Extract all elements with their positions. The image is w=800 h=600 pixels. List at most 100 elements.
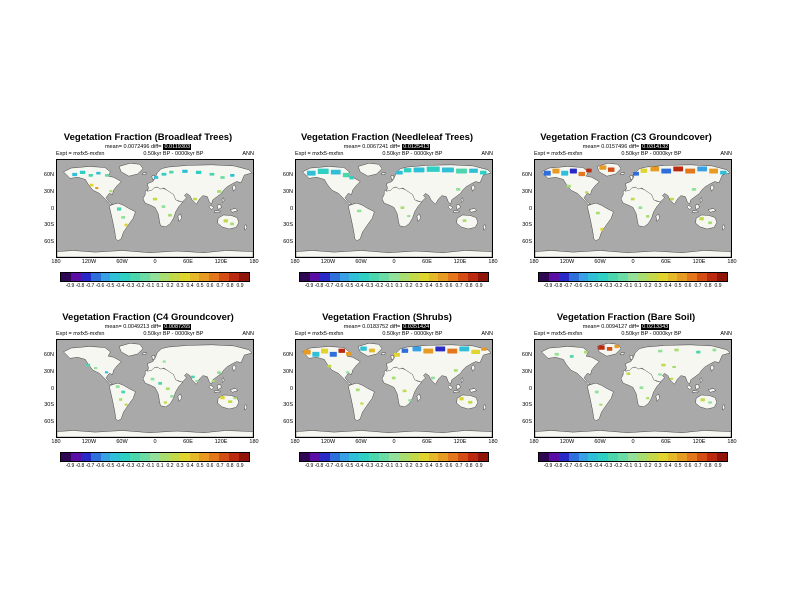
lon-tick-label: 0 xyxy=(631,439,635,445)
anomaly-patch xyxy=(317,168,329,175)
lat-tick-label: 60N xyxy=(282,352,293,359)
anomaly-patch xyxy=(672,365,677,369)
colorbar-tick-label: 0.4 xyxy=(186,463,194,469)
lon-tick-label: 120W xyxy=(81,259,97,265)
lon-tick-label: 180 xyxy=(290,259,300,265)
anomaly-patch xyxy=(630,197,635,201)
anomaly-patch xyxy=(104,371,109,374)
colorbar-segment xyxy=(568,273,579,281)
anomaly-patch xyxy=(712,348,717,352)
colorbar-segment xyxy=(408,273,419,281)
colorbar-tick-label: 0.5 xyxy=(674,283,682,289)
colorbar-segment xyxy=(359,273,370,281)
anomaly-patch xyxy=(599,165,607,170)
colorbar-segment xyxy=(618,453,629,461)
lon-tick-label: 120E xyxy=(214,439,228,445)
colorbar-tick-label: 0.3 xyxy=(654,463,662,469)
colorbar xyxy=(538,272,728,282)
colorbar-segment xyxy=(300,273,310,281)
colorbar-tick-label: 0.1 xyxy=(395,283,403,289)
anomaly-patch xyxy=(368,348,375,353)
anomaly-patch-layer xyxy=(554,344,717,406)
anomaly-patch xyxy=(586,168,592,173)
stats-text: mean= 0.0072496 diff= xyxy=(104,144,162,150)
colorbar-tick-label: 0.6 xyxy=(445,463,453,469)
colorbar-tick-label: 0.9 xyxy=(475,283,483,289)
colorbar-tick-label: -0.8 xyxy=(75,463,85,469)
colorbar-ticks: -0.9 -0.8 -0.7 -0.6 -0.5 -0.4 -0.3 -0.2 -0.1 0.1 0… xyxy=(538,283,728,290)
anomaly-patch xyxy=(96,171,101,175)
lat-tick-label: 60N xyxy=(282,172,293,179)
longitude-axis: 180 120W 60W 0 60E 120E 180 xyxy=(290,258,497,265)
anomaly-patch xyxy=(600,227,604,231)
colorbar-tick-label: -0.5 xyxy=(344,463,354,469)
colorbar-tick-label: -0.3 xyxy=(125,283,135,289)
stats-text: mean= 0.0049213 diff= xyxy=(104,324,162,330)
colorbar-segment xyxy=(697,453,708,461)
longitude-axis: 180 120W 60W 0 60E 120E 180 xyxy=(51,438,258,445)
anomaly-patch xyxy=(161,172,167,176)
lat-tick-label: 60S xyxy=(283,418,293,425)
colorbar-tick-label: 0.7 xyxy=(455,463,463,469)
colorbar-tick-label: -0.9 xyxy=(304,463,314,469)
colorbar xyxy=(538,452,728,462)
colorbar-tick-label: -0.1 xyxy=(384,463,394,469)
colorbar-tick-label: -0.8 xyxy=(553,463,563,469)
colorbar-segment xyxy=(539,273,549,281)
lon-tick-label: 60W xyxy=(594,439,606,445)
stats-line: mean= 0.0049213 diff= 0.0087265 xyxy=(42,324,254,331)
season-label: ANN xyxy=(720,151,732,157)
lon-tick-label: 120W xyxy=(81,439,97,445)
lon-tick-label: 60W xyxy=(116,439,128,445)
colorbar-tick-label: 0.5 xyxy=(196,283,204,289)
colorbar-segment xyxy=(707,273,718,281)
lon-tick-label: 120E xyxy=(453,259,467,265)
colorbar-segment xyxy=(458,273,469,281)
anomaly-patch xyxy=(468,400,473,404)
colorbar-segment xyxy=(80,453,91,461)
colorbar-tick-label: 0.2 xyxy=(644,463,652,469)
colorbar-segment xyxy=(637,453,648,461)
experiment-label: Expt = mxfx5-mxfxn xyxy=(295,151,344,157)
anomaly-patch xyxy=(312,351,320,357)
colorbar-tick-label: 0.7 xyxy=(694,463,702,469)
colorbar-tick-label: -0.4 xyxy=(354,283,364,289)
colorbar-tick-label: 0.8 xyxy=(465,283,473,289)
stats-highlight: 0.0125413 xyxy=(402,144,431,150)
anomaly-patch xyxy=(230,174,235,177)
colorbar-ticks: -0.9 -0.8 -0.7 -0.6 -0.5 -0.4 -0.3 -0.2 -0.1 0.1 0… xyxy=(60,283,250,290)
anomaly-patch xyxy=(640,168,648,173)
colorbar-tick-label: 0.3 xyxy=(654,283,662,289)
anomaly-patch xyxy=(658,349,663,353)
lon-tick-label: 180 xyxy=(51,259,61,265)
anomaly-patch-layer xyxy=(306,166,487,222)
colorbar-segment xyxy=(438,273,449,281)
anomaly-patch xyxy=(633,171,639,176)
lon-tick-label: 180 xyxy=(488,259,498,265)
anomaly-patch xyxy=(569,355,574,358)
colorbar-segment xyxy=(359,453,370,461)
lon-tick-label: 60E xyxy=(422,439,432,445)
colorbar-tick-label: -0.2 xyxy=(135,283,145,289)
stats-highlight: 0.0314132 xyxy=(641,144,670,150)
colorbar-segment xyxy=(667,273,678,281)
colorbar-tick-label: -0.5 xyxy=(105,283,115,289)
lon-tick-label: 180 xyxy=(529,259,539,265)
period-label: 0.50kyr BP - 0000kyr BP xyxy=(621,151,682,157)
anomaly-patch xyxy=(646,214,650,218)
colorbar-tick-label: -0.4 xyxy=(593,283,603,289)
colorbar-segment xyxy=(687,273,698,281)
colorbar-segment xyxy=(140,273,151,281)
colorbar-segment xyxy=(61,273,71,281)
anomaly-patch xyxy=(614,344,619,349)
meta-line: Expt = mxfx5-mxfxn 0.50kyr BP - 0000kyr … xyxy=(42,151,254,158)
anomaly-patch xyxy=(595,211,600,215)
anomaly-patch xyxy=(456,188,461,191)
anomaly-patch xyxy=(584,350,588,354)
anomaly-patch xyxy=(396,170,403,175)
colorbar-block: -0.9 -0.8 -0.7 -0.6 -0.5 -0.4 -0.3 -0.2 -0.1 0.1 0… xyxy=(295,452,493,470)
anomaly-patch xyxy=(401,348,409,353)
colorbar-segment xyxy=(717,453,727,461)
anomaly-patch xyxy=(391,376,396,380)
colorbar-tick-label: 0.3 xyxy=(176,283,184,289)
